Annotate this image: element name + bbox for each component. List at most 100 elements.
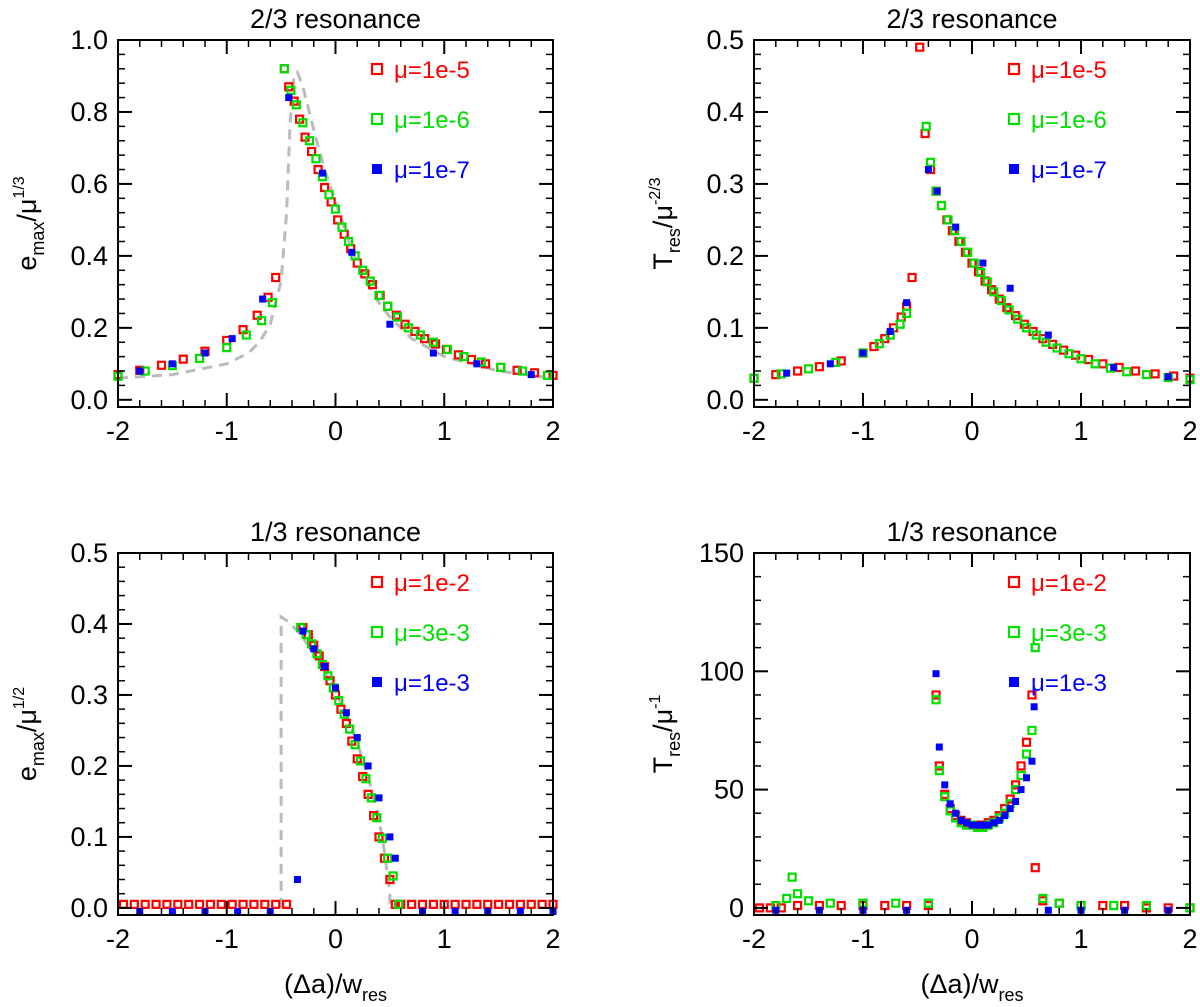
data-point [391, 854, 399, 862]
data-point [459, 352, 469, 362]
data-point [140, 899, 150, 909]
data-point [386, 833, 394, 841]
data-point [1021, 323, 1032, 333]
data-point [168, 360, 176, 368]
chart-title: 2/3 resonance [886, 4, 1057, 34]
data-point [874, 339, 884, 349]
data-point [358, 265, 368, 275]
x-tick-label: 1 [1073, 924, 1088, 954]
data-point [291, 100, 301, 110]
legend-label: μ=1e-2 [394, 570, 470, 597]
data-point [925, 157, 936, 167]
data-point [352, 258, 362, 268]
data-point [935, 743, 943, 751]
data-point [963, 819, 971, 827]
legend-marker [370, 625, 384, 639]
data-point [814, 362, 825, 372]
data-point [386, 320, 394, 328]
data-point [129, 899, 139, 909]
data-point [343, 236, 354, 247]
data-point [1006, 805, 1014, 813]
data-point [1164, 373, 1172, 381]
y-tick-label: 0.6 [70, 169, 108, 199]
data-point [393, 899, 404, 909]
data-point [216, 899, 226, 909]
data-point [472, 899, 482, 909]
data-point [1012, 797, 1020, 805]
data-point [1006, 284, 1014, 292]
data-point [1002, 303, 1012, 313]
data-point [915, 42, 925, 52]
y-axis-label: emax/μ1/2 [11, 687, 48, 781]
x-tick-label: 1 [437, 924, 452, 954]
data-point [526, 899, 536, 909]
legend-label: μ=1e-6 [1031, 107, 1107, 134]
data-point [956, 236, 966, 247]
plot-frame [117, 552, 554, 916]
series-0 [749, 42, 1195, 383]
data-point [921, 121, 931, 131]
x-tick-label: 0 [964, 924, 979, 954]
data-point [891, 898, 901, 908]
data-point [156, 360, 167, 370]
data-point [417, 899, 428, 909]
data-point [320, 182, 330, 193]
data-point [1031, 330, 1041, 340]
data-point [353, 734, 361, 742]
legend-marker [370, 575, 384, 589]
x-tick-label: -1 [851, 924, 875, 954]
data-point [826, 360, 834, 368]
data-point [979, 821, 987, 829]
legend-label: μ=3e-3 [1031, 620, 1107, 647]
data-point [516, 907, 524, 915]
data-point [194, 899, 205, 909]
x-tick-label: -2 [742, 924, 766, 954]
data-point [792, 889, 803, 899]
data-point [517, 366, 528, 376]
series-2 [136, 627, 557, 915]
plot-p3: -2 -1 0 1 2 0.0 0.1 0.2 0.3 0.4 0.5 1/3 resonance em… [11, 517, 561, 1005]
legend-label: μ=1e-5 [394, 57, 470, 84]
y-tick-label: 0.5 [70, 538, 108, 568]
data-point [392, 312, 403, 322]
chart-title: 1/3 resonance [250, 517, 421, 547]
x-axis-label: (Δa)/wres [284, 969, 387, 1005]
y-tick-label: 150 [699, 538, 744, 568]
data-point [151, 899, 161, 909]
y-tick-label: 0.2 [706, 241, 744, 271]
data-point [374, 290, 384, 301]
y-tick-label: 0.4 [70, 609, 108, 639]
data-point [355, 756, 366, 766]
x-tick-label: 1 [1073, 416, 1088, 446]
legend-label: μ=1e-3 [1031, 670, 1107, 697]
data-point [995, 816, 1003, 824]
data-point [430, 339, 441, 349]
series-0 [118, 622, 558, 909]
legend-marker [372, 164, 382, 174]
data-point [940, 792, 950, 802]
data-point [228, 335, 236, 343]
data-point [982, 277, 992, 287]
x-tick-label: 2 [545, 416, 560, 446]
data-point [241, 330, 251, 340]
x-tick-label: 2 [1182, 924, 1197, 954]
data-point [1001, 812, 1009, 820]
y-tick-label: 0.0 [70, 893, 108, 923]
data-point [279, 64, 289, 74]
data-point [771, 370, 781, 380]
data-point [365, 276, 375, 286]
data-point [388, 871, 398, 881]
data-point [984, 821, 992, 829]
data-point [987, 285, 997, 295]
data-point [1030, 643, 1040, 653]
series-1 [749, 121, 1195, 385]
data-point [1028, 757, 1036, 765]
data-point [332, 684, 339, 692]
data-point [334, 696, 344, 706]
data-point [1098, 900, 1108, 911]
data-point [933, 187, 941, 195]
series-2 [136, 94, 535, 379]
y-tick-label: 0.8 [70, 97, 108, 127]
data-point [348, 248, 356, 256]
data-point [310, 645, 318, 653]
